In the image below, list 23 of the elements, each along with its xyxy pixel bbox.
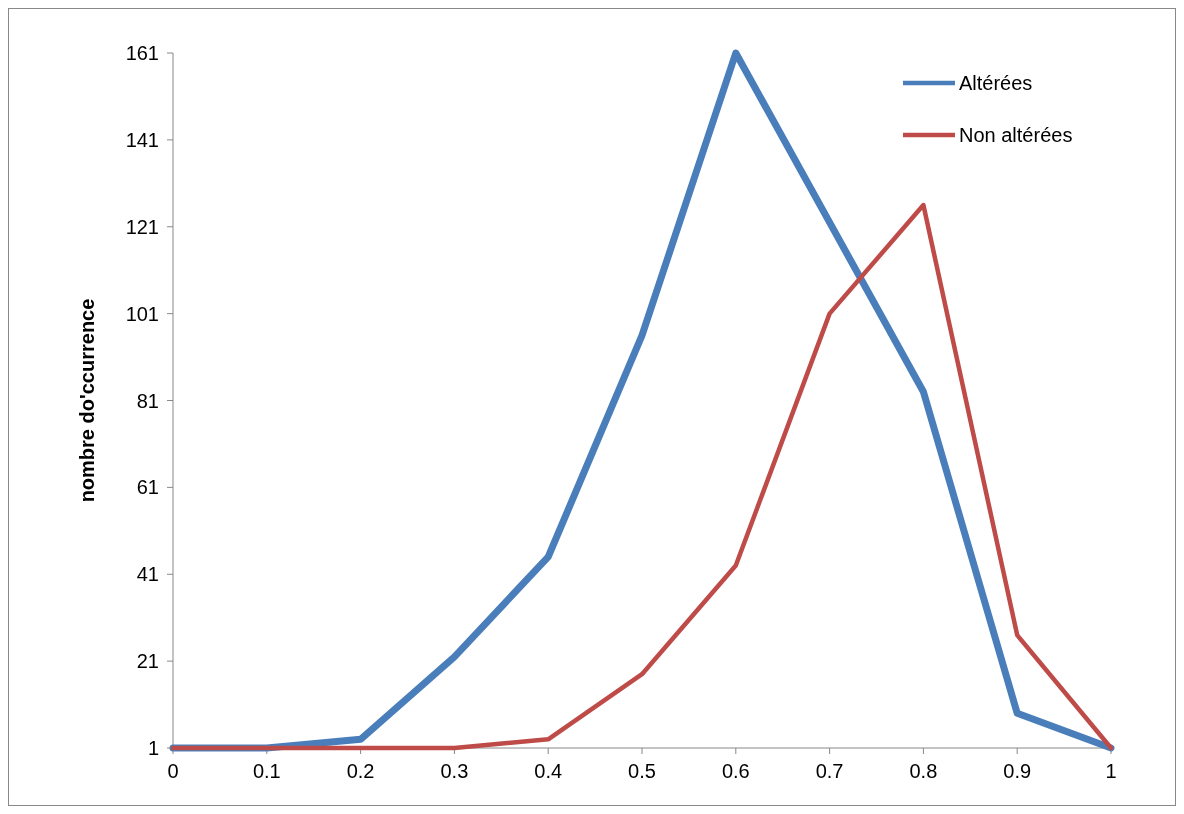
- x-tick-label: 0.1: [252, 760, 281, 782]
- y-tick-label: 81: [136, 389, 159, 412]
- y-tick-label: 121: [125, 215, 159, 238]
- y-axis-title: nombre do'ccurrence: [76, 298, 98, 503]
- legend-label: Non altérées: [959, 124, 1073, 146]
- x-tick-label: 0: [167, 760, 179, 782]
- x-tick-label: 0.5: [628, 760, 656, 782]
- x-tick-label: 0.8: [909, 760, 938, 782]
- x-tick-label: 0.4: [534, 760, 563, 782]
- x-tick-label: 0.7: [815, 760, 844, 782]
- y-tick-label: 61: [136, 476, 159, 499]
- y-tick-label: 41: [136, 563, 159, 586]
- y-tick-label: 21: [136, 650, 159, 673]
- x-tick-label: 0.3: [440, 760, 469, 782]
- x-tick-label: 0.6: [721, 760, 750, 782]
- x-tick-label: 1: [1105, 760, 1117, 782]
- y-tick-label: 101: [125, 302, 159, 325]
- legend-label: Altérées: [959, 72, 1033, 94]
- y-tick-label: 141: [125, 128, 159, 151]
- y-tick-label: 1: [147, 737, 159, 759]
- x-tick-label: 0.9: [1003, 760, 1032, 782]
- y-tick-label: 161: [125, 42, 159, 64]
- x-tick-label: 0.2: [346, 760, 375, 782]
